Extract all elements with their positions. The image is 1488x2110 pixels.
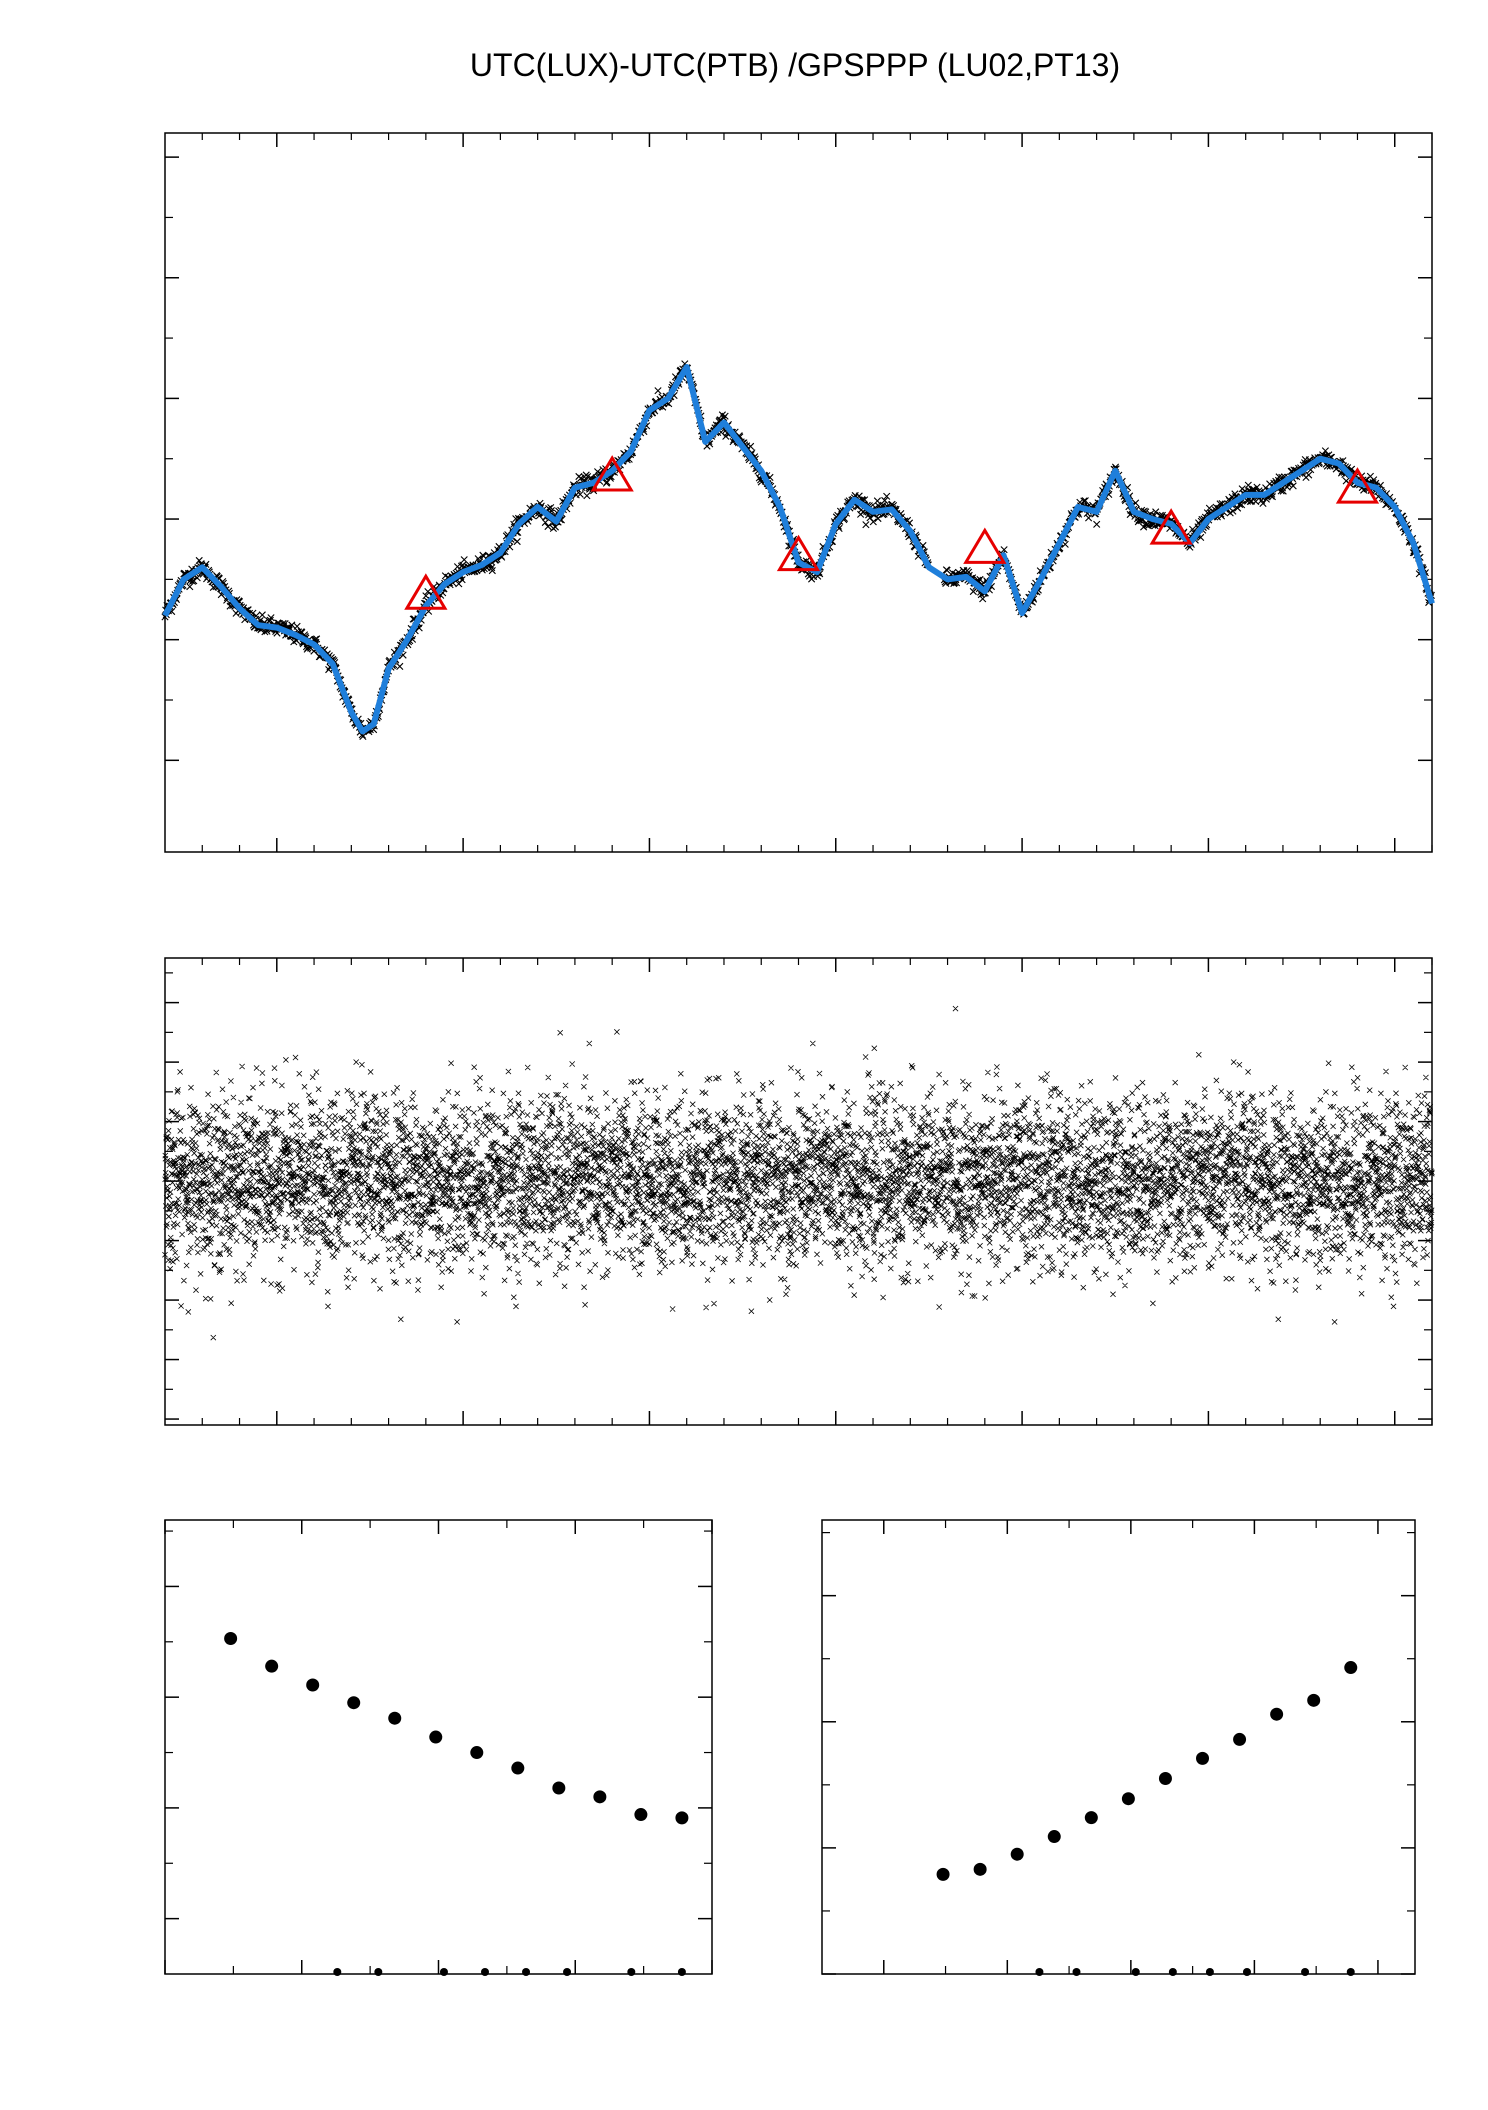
- time-marker-dot: [439, 1968, 448, 1976]
- time-marker-dot: [1346, 1968, 1355, 1976]
- comparison-triangle: [1335, 467, 1380, 504]
- deviation-point: [593, 1790, 607, 1804]
- time-marker-dot: [480, 1968, 489, 1976]
- deviation-point: [388, 1711, 402, 1725]
- comparison-triangle: [776, 534, 821, 572]
- deviation-point: [1344, 1661, 1358, 1675]
- deviation-point: [1047, 1830, 1061, 1844]
- measurement-points: [161, 360, 1435, 740]
- deviation-plot-frame: [821, 1519, 1416, 1975]
- deviation-point: [973, 1862, 987, 1876]
- deviation-point: [1121, 1792, 1135, 1806]
- time-marker-dot: [333, 1968, 342, 1976]
- time-marker-dot: [374, 1968, 383, 1976]
- time-marker-dot: [1301, 1968, 1310, 1976]
- comparison-triangle: [404, 573, 448, 610]
- time-marker-dot: [1131, 1968, 1140, 1976]
- allan-deviation-panel: [164, 1519, 713, 1976]
- comparison-triangle: [1149, 508, 1193, 545]
- deviation-point: [347, 1696, 361, 1710]
- deviation-point: [429, 1730, 443, 1744]
- deviation-point: [552, 1781, 566, 1795]
- residual-points: [162, 1005, 1435, 1341]
- time-marker-dot: [627, 1968, 636, 1976]
- deviation-point: [1158, 1772, 1172, 1786]
- deviation-point: [470, 1746, 484, 1760]
- comparison-triangle: [963, 527, 1007, 564]
- deviation-point: [511, 1761, 525, 1775]
- deviation-point: [265, 1659, 279, 1673]
- offset-panel: [161, 132, 1435, 853]
- time-deviation-panel: [821, 1519, 1416, 1976]
- deviation-point: [1270, 1707, 1284, 1721]
- smoothed-curve: [162, 364, 1435, 735]
- time-marker-dot: [1168, 1968, 1177, 1976]
- time-marker-dot: [1242, 1968, 1251, 1976]
- deviation-point: [1233, 1732, 1247, 1746]
- time-marker-dot: [1205, 1968, 1214, 1976]
- time-marker-dot: [1035, 1968, 1044, 1976]
- time-marker-dot: [677, 1968, 686, 1976]
- deviation-point: [1010, 1847, 1024, 1861]
- deviation-point: [1307, 1693, 1321, 1707]
- time-marker-dot: [563, 1968, 572, 1976]
- time-marker-dot: [522, 1968, 531, 1976]
- deviation-point: [936, 1867, 950, 1881]
- deviation-point: [306, 1678, 320, 1692]
- residuals-panel: [162, 957, 1435, 1426]
- comparison-triangle: [590, 455, 634, 492]
- deviation-plot-frame: [164, 1519, 713, 1975]
- deviation-point: [1196, 1751, 1210, 1765]
- time-marker-dot: [1072, 1968, 1081, 1976]
- deviation-point: [634, 1808, 648, 1822]
- deviation-point: [224, 1631, 238, 1645]
- figure-title: UTC(LUX)-UTC(PTB) /GPSPPP (LU02,PT13): [470, 47, 1120, 83]
- deviation-point: [675, 1811, 689, 1825]
- deviation-point: [1084, 1811, 1098, 1825]
